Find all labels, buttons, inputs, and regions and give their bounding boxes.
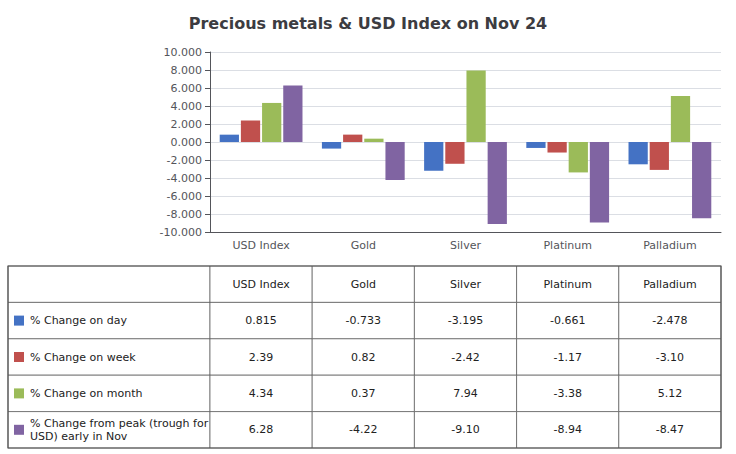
svg-text:-3.38: -3.38 [553, 387, 581, 400]
svg-text:-4.22: -4.22 [349, 423, 377, 436]
svg-text:Gold: Gold [351, 278, 376, 291]
svg-text:-2.478: -2.478 [652, 314, 687, 327]
svg-text:6.28: 6.28 [249, 423, 274, 436]
svg-text:2.39: 2.39 [249, 351, 274, 364]
svg-text:7.94: 7.94 [453, 387, 478, 400]
svg-text:-8.000: -8.000 [167, 208, 202, 221]
svg-text:6.000: 6.000 [171, 82, 203, 95]
svg-text:2.000: 2.000 [171, 118, 203, 131]
svg-text:0.000: 0.000 [171, 136, 203, 149]
svg-text:4.34: 4.34 [249, 387, 274, 400]
svg-text:USD) early in Nov: USD) early in Nov [30, 430, 128, 443]
svg-text:Palladium: Palladium [643, 278, 696, 291]
svg-text:8.000: 8.000 [171, 64, 203, 77]
svg-text:0.815: 0.815 [245, 314, 277, 327]
svg-text:-3.10: -3.10 [656, 351, 684, 364]
svg-text:Gold: Gold [351, 239, 376, 252]
svg-text:-0.733: -0.733 [346, 314, 381, 327]
svg-text:% Change on month: % Change on month [30, 387, 142, 400]
svg-text:Palladium: Palladium [643, 239, 696, 252]
svg-text:-8.47: -8.47 [656, 423, 684, 436]
svg-text:-9.10: -9.10 [451, 423, 479, 436]
svg-text:USD Index: USD Index [232, 278, 290, 291]
svg-text:Silver: Silver [450, 278, 481, 291]
svg-text:% Change from peak (trough for: % Change from peak (trough for [30, 417, 209, 430]
svg-text:-4.000: -4.000 [167, 172, 202, 185]
svg-text:-10.000: -10.000 [160, 226, 202, 239]
svg-text:Precious metals & USD Index on: Precious metals & USD Index on Nov 24 [189, 14, 548, 33]
svg-text:4.000: 4.000 [171, 100, 203, 113]
svg-text:10.000: 10.000 [164, 46, 203, 59]
svg-text:-8.94: -8.94 [553, 423, 581, 436]
svg-text:USD Index: USD Index [232, 239, 290, 252]
svg-text:-2.000: -2.000 [167, 154, 202, 167]
svg-text:Silver: Silver [450, 239, 481, 252]
svg-text:0.37: 0.37 [351, 387, 376, 400]
svg-text:5.12: 5.12 [658, 387, 683, 400]
svg-text:Platinum: Platinum [543, 278, 591, 291]
svg-text:-2.42: -2.42 [451, 351, 479, 364]
svg-text:-0.661: -0.661 [550, 314, 585, 327]
svg-text:0.82: 0.82 [351, 351, 376, 364]
svg-text:% Change on week: % Change on week [30, 351, 136, 364]
svg-text:-3.195: -3.195 [448, 314, 483, 327]
svg-text:-6.000: -6.000 [167, 190, 202, 203]
svg-text:-1.17: -1.17 [553, 351, 581, 364]
svg-text:Platinum: Platinum [543, 239, 591, 252]
svg-text:% Change on day: % Change on day [30, 314, 127, 327]
